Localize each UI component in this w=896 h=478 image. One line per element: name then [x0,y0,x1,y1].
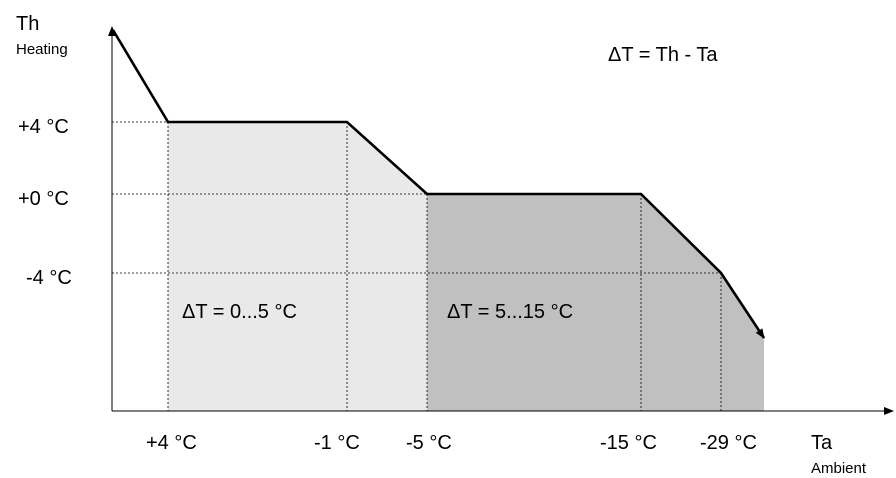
heating-curve [111,29,766,339]
x-tick-label: -29 °C [700,432,757,454]
y-axis-sublabel: Heating [16,41,68,58]
delta-t-formula: ΔT = Th - Ta [608,44,718,66]
y-tick-label: +0 °C [18,188,69,210]
x-axis-sublabel: Ambient [811,460,867,477]
x-axis-label: Ta [811,432,833,454]
x-tick-label: +4 °C [146,432,197,454]
y-tick-label: -4 °C [26,267,72,289]
region-low-delta-label: ΔT = 0...5 °C [182,301,297,323]
region-high-delta [427,194,764,411]
x-tick-label: -15 °C [600,432,657,454]
x-tick-label: -5 °C [406,432,452,454]
region-high-delta-label: ΔT = 5...15 °C [447,301,573,323]
region-low-delta [168,122,427,411]
y-tick-label: +4 °C [18,116,69,138]
y-axis-label: Th [16,13,39,35]
x-tick-label: -1 °C [314,432,360,454]
